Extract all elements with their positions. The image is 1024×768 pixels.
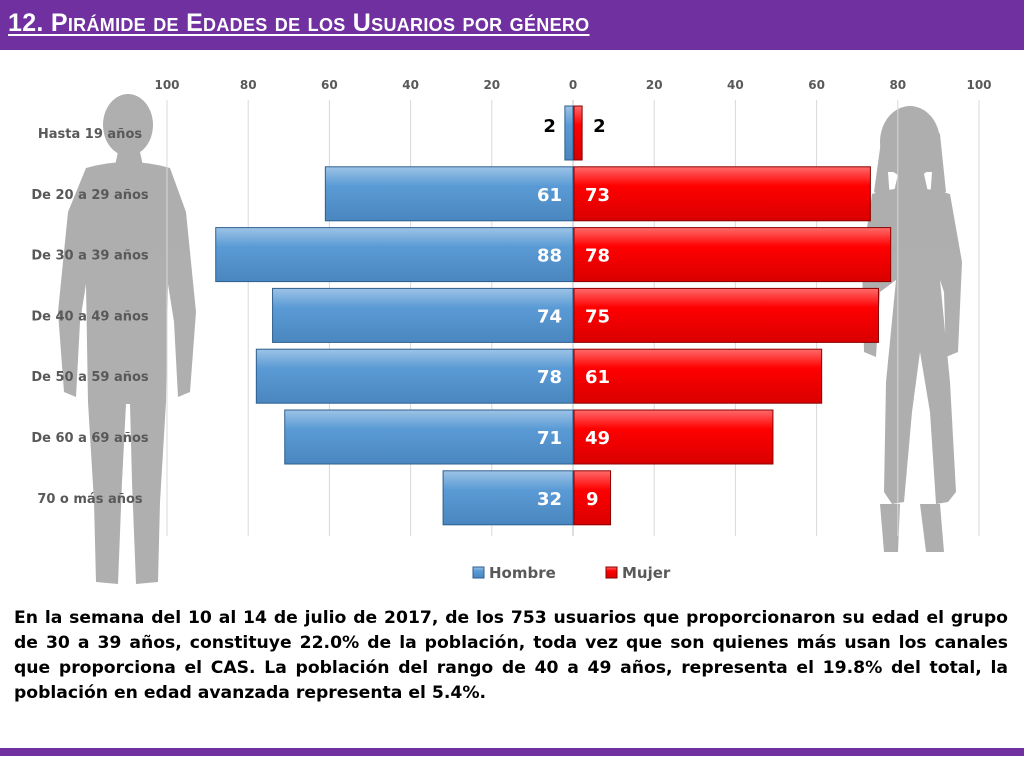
bar-mujer xyxy=(573,287,879,343)
legend-swatch-mujer xyxy=(605,566,618,579)
bar-mujer xyxy=(573,105,583,161)
data-label-mujer: 9 xyxy=(586,489,599,510)
bar-hombre xyxy=(272,287,574,343)
x-tick-label: 40 xyxy=(402,78,419,92)
data-label-mujer: 73 xyxy=(585,185,610,206)
x-tick-label: 60 xyxy=(808,78,825,92)
category-label: De 20 a 29 años xyxy=(31,188,149,203)
bar-mujer xyxy=(573,470,612,526)
data-label-mujer: 61 xyxy=(585,367,610,388)
bar-mujer xyxy=(573,409,774,465)
category-label: De 50 a 59 años xyxy=(31,370,149,385)
data-label-mujer: 2 xyxy=(593,116,606,137)
x-tick-label: 60 xyxy=(321,78,338,92)
data-label-hombre: 88 xyxy=(537,246,562,267)
data-label-mujer: 49 xyxy=(585,428,610,449)
x-tick-label: 20 xyxy=(483,78,500,92)
data-label-hombre: 71 xyxy=(537,428,562,449)
legend-label-hombre: Hombre xyxy=(489,564,556,582)
footer-bar xyxy=(0,748,1024,756)
x-tick-label: 80 xyxy=(889,78,906,92)
category-label: 70 o más años xyxy=(37,492,143,507)
data-label-mujer: 75 xyxy=(585,306,610,327)
x-tick-label: 100 xyxy=(154,78,179,92)
data-label-hombre: 74 xyxy=(537,306,562,327)
bar-mujer xyxy=(573,348,823,404)
category-label: Hasta 19 años xyxy=(38,127,142,142)
bar-hombre xyxy=(284,409,574,465)
x-tick-label: 40 xyxy=(727,78,744,92)
bar-hombre xyxy=(215,227,574,283)
x-tick-label: 20 xyxy=(646,78,663,92)
man-silhouette-icon xyxy=(58,94,196,584)
title-bar: 12. Pirámide de Edades de los Usuarios p… xyxy=(0,0,1024,50)
bar-hombre xyxy=(564,105,574,161)
legend-swatch-hombre xyxy=(472,566,485,579)
data-label-hombre: 61 xyxy=(537,185,562,206)
population-pyramid-chart: 100 80 60 40 20 0 20 40 60 80 100 Hasta 19 años 2 2 D… xyxy=(0,52,1024,600)
bar-hombre xyxy=(255,348,574,404)
x-tick-label: 0 xyxy=(569,78,577,92)
data-label-hombre: 78 xyxy=(537,367,562,388)
summary-paragraph: En la semana del 10 al 14 de julio de 20… xyxy=(14,608,1008,703)
bar-mujer xyxy=(573,166,871,222)
bar-hombre xyxy=(324,166,574,222)
category-label: De 30 a 39 años xyxy=(31,249,149,264)
bar-mujer xyxy=(573,227,892,283)
x-tick-label: 80 xyxy=(240,78,257,92)
data-label-mujer: 78 xyxy=(585,246,610,267)
bar-hombre xyxy=(442,470,574,526)
x-tick-label: 100 xyxy=(966,78,991,92)
page-title: 12. Pirámide de Edades de los Usuarios p… xyxy=(8,9,590,37)
data-label-hombre: 2 xyxy=(543,116,556,137)
data-label-hombre: 32 xyxy=(537,489,562,510)
category-label: De 40 a 49 años xyxy=(31,309,149,324)
legend-label-mujer: Mujer xyxy=(622,564,671,582)
chart-canvas: 100 80 60 40 20 0 20 40 60 80 100 Hasta 19 años 2 2 D… xyxy=(31,78,992,584)
category-label: De 60 a 69 años xyxy=(31,431,149,446)
